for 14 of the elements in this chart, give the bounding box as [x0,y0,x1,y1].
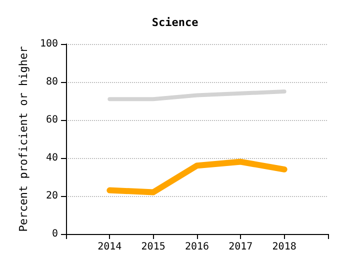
x-tick-label: 2018 [272,242,296,252]
y-tick-label: 60 [46,114,58,126]
y-axis-title: Percent proficient or higher [17,46,30,232]
y-tick-label: 40 [46,152,58,164]
chart-title: Science [152,16,199,29]
x-tick-label: 2016 [184,242,210,252]
y-tick-label: 100 [40,38,58,50]
x-tick-label: 2017 [228,242,253,252]
y-tick-label: 0 [52,228,58,240]
x-tick-label: 2015 [141,242,166,252]
line-series [108,90,286,102]
y-tick-label: 80 [46,76,58,88]
x-tick-label: 2014 [98,242,122,252]
y-tick-label: 20 [46,190,58,202]
